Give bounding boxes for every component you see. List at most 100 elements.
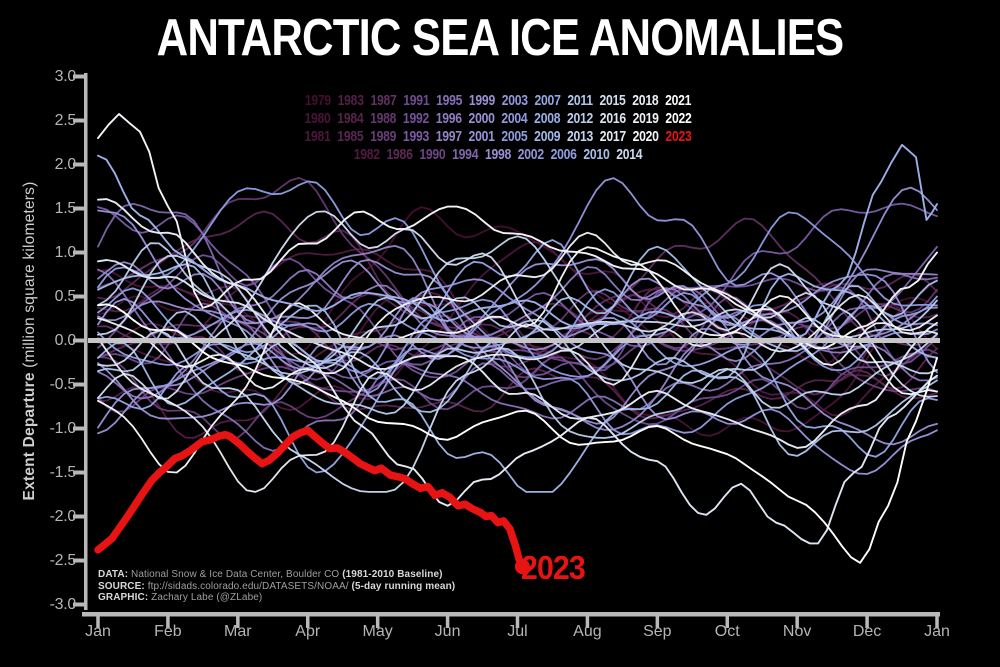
legend-year-1986: 1986 [386, 147, 413, 163]
legend-year-2011: 2011 [567, 93, 593, 109]
legend-year-2004: 2004 [501, 111, 528, 127]
zero-baseline [88, 338, 940, 343]
x-tick-label-8-Sep: Sep [643, 623, 672, 640]
year-line-2016 [97, 259, 938, 545]
attribution-source-line: SOURCE: ftp://sidads.colorado.edu/DATASE… [98, 580, 456, 592]
y-axis-tick [73, 294, 85, 299]
legend-year-1994: 1994 [452, 147, 479, 163]
legend-year-2010: 2010 [583, 147, 610, 163]
x-tick-label-11-Dec: Dec [852, 623, 882, 640]
y-tick-label-1.5: 1.5 [54, 199, 77, 217]
x-tick-label-4-May: May [362, 623, 393, 640]
x-tick-label-1-Feb: Feb [154, 623, 182, 640]
year-line-2012 [97, 242, 938, 439]
legend-year-2012: 2012 [566, 111, 594, 127]
y-tick-label-1.0: 1.0 [54, 243, 77, 261]
legend-year-1984: 1984 [337, 111, 364, 127]
legend-year-2013: 2013 [566, 129, 594, 145]
y-axis-tick [73, 250, 85, 255]
x-axis-tick [236, 616, 240, 628]
x-tick-label-12-Jan: Jan [924, 623, 950, 640]
y-tick-label-2.0: 2.0 [54, 155, 77, 173]
legend-year-1990: 1990 [419, 147, 446, 163]
x-tick-label-0-Jan: Jan [85, 623, 111, 640]
x-tick-label-6-Jul: Jul [507, 623, 528, 640]
legend-year-2019: 2019 [632, 111, 659, 127]
legend-year-2001: 2001 [468, 129, 495, 145]
x-axis-tick [515, 616, 520, 628]
year-line-1984 [97, 285, 938, 420]
year-line-2018 [97, 293, 938, 493]
x-axis-line [82, 612, 940, 617]
x-tick-label-2-Mar: Mar [224, 623, 252, 640]
x-axis-tick [725, 616, 730, 628]
legend-year-1998: 1998 [484, 147, 512, 163]
year-line-1997 [97, 244, 938, 431]
year-line-1979 [97, 206, 938, 367]
y-axis-tick [73, 118, 85, 123]
year-line-2000 [97, 258, 938, 420]
legend-year-1981: 1981 [304, 129, 331, 145]
series-2023-line [94, 426, 527, 571]
legend-year-1987: 1987 [370, 93, 397, 109]
y-tick-label--2.0: -2.0 [49, 507, 77, 525]
year-line-2017 [97, 198, 938, 507]
x-axis-tick [96, 616, 100, 628]
year-line-2014 [97, 291, 938, 493]
legend-year-1997: 1997 [435, 129, 462, 145]
y-tick-label-3.0: 3.0 [54, 67, 77, 85]
year-legend: 1979 1983 1987 1991 1995 1999 2003 2007 2011 2015… [93, 92, 903, 164]
x-tick-label-3-Apr: Apr [295, 623, 321, 640]
legend-year-1991: 1991 [403, 93, 430, 109]
year-line-1988 [97, 176, 938, 351]
year-line-2005 [97, 211, 938, 380]
year-line-2013 [97, 235, 938, 409]
x-axis-tick [166, 616, 170, 628]
y-axis-tick [73, 514, 85, 519]
legend-year-1993: 1993 [402, 129, 430, 145]
x-axis-tick [865, 616, 869, 628]
legend-year-1980: 1980 [304, 111, 331, 127]
legend-row-4: 1982 1986 1990 1994 1998 2002 2006 2010 2014 [158, 146, 838, 164]
legend-year-1989: 1989 [370, 129, 397, 145]
legend-year-1999: 1999 [468, 93, 495, 109]
legend-year-2018: 2018 [632, 93, 659, 109]
y-tick-label-2.5: 2.5 [54, 111, 77, 129]
x-axis-tick [445, 616, 450, 628]
y-axis-tick [73, 426, 85, 431]
year-line-2022 [97, 303, 938, 564]
y-axis-tick [73, 602, 85, 607]
legend-year-2015: 2015 [599, 93, 626, 109]
y-axis-tick [73, 206, 85, 211]
legend-year-1996: 1996 [435, 111, 462, 127]
legend-year-2009: 2009 [534, 129, 561, 145]
x-axis-tick [585, 616, 590, 628]
x-tick-label-10-Nov: Nov [782, 623, 812, 640]
legend-year-2016: 2016 [599, 111, 626, 127]
legend-year-2005: 2005 [501, 129, 528, 145]
x-axis-tick [795, 616, 799, 628]
x-tick-label-5-Jun: Jun [434, 623, 461, 640]
legend-year-1995: 1995 [436, 93, 463, 109]
year-line-1995 [97, 268, 938, 452]
x-axis-tick [935, 616, 939, 628]
legend-year-2021: 2021 [665, 93, 692, 109]
y-axis-tick [73, 162, 85, 167]
legend-year-2008: 2008 [534, 111, 561, 127]
y-tick-label--3.0: -3.0 [49, 595, 77, 613]
y-tick-label-0.0: 0.0 [54, 331, 77, 349]
series-2023-label: 2023 [521, 549, 586, 586]
legend-year-1982: 1982 [353, 147, 380, 163]
legend-year-2014: 2014 [616, 147, 643, 163]
year-line-1993 [97, 202, 938, 380]
y-axis-tick [73, 338, 85, 343]
y-tick-label--1.5: -1.5 [49, 463, 77, 481]
legend-year-2002: 2002 [517, 147, 544, 163]
legend-row-2: 1980 1984 1988 1992 1996 2000 2004 2008 2012 2016… [158, 110, 838, 128]
year-line-2021 [97, 246, 938, 474]
legend-row-3: 1981 1985 1989 1993 1997 2001 2005 2009 2013 2017… [158, 128, 838, 146]
legend-row-1: 1979 1983 1987 1991 1995 1999 2003 2007 2011 2015… [158, 92, 838, 110]
legend-year-2007: 2007 [534, 93, 561, 109]
attribution-block: DATA: National Snow & Ice Data Center, B… [98, 569, 455, 604]
